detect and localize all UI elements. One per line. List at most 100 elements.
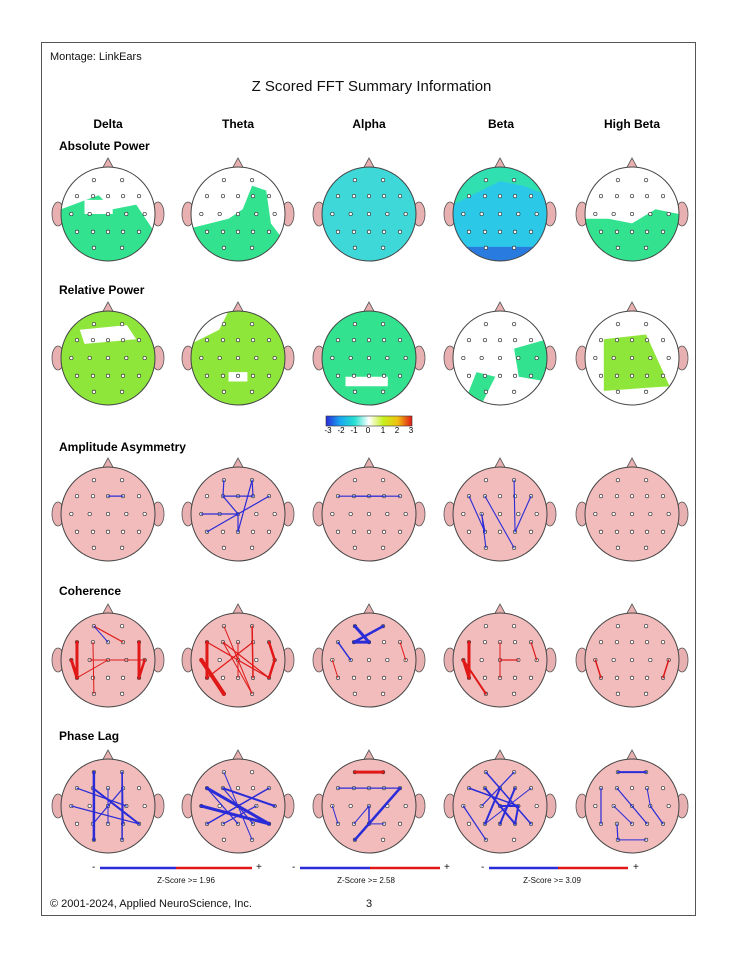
head-border xyxy=(452,612,548,708)
electrode xyxy=(204,194,210,199)
head-border xyxy=(584,466,680,562)
connection-line xyxy=(468,787,520,807)
connection-line xyxy=(616,823,619,841)
connection-line xyxy=(613,805,633,825)
electrode xyxy=(512,338,518,343)
electrode xyxy=(512,389,517,394)
electrode xyxy=(512,194,518,199)
electrode xyxy=(381,229,387,234)
electrode xyxy=(381,389,386,394)
electrode xyxy=(90,194,96,199)
electrode xyxy=(87,211,92,217)
electrode xyxy=(381,322,386,327)
band-beta: Beta xyxy=(487,117,514,131)
electrode xyxy=(615,691,620,696)
electrode xyxy=(615,478,620,483)
electrode xyxy=(352,691,357,696)
electrode xyxy=(69,511,74,517)
legend-1-minus: - xyxy=(92,862,96,873)
electrode xyxy=(74,338,80,343)
electrode xyxy=(90,529,96,534)
head-border xyxy=(452,758,548,854)
electrode xyxy=(497,229,503,234)
electrode xyxy=(120,178,125,183)
electrode xyxy=(648,511,653,517)
electrode xyxy=(466,529,472,534)
electrode xyxy=(403,211,408,217)
electrode xyxy=(217,355,222,361)
electrode xyxy=(272,355,277,361)
electrode xyxy=(221,178,226,183)
connection-line xyxy=(93,625,124,643)
electrode xyxy=(644,338,650,343)
row-coherence: Coherence xyxy=(59,584,122,598)
scalp-map xyxy=(312,603,426,708)
colorbar-tick-1: -2 xyxy=(337,426,345,435)
electrode xyxy=(235,211,241,217)
electrode xyxy=(611,657,616,663)
connection-line xyxy=(649,805,664,825)
connection-line xyxy=(662,659,670,679)
electrode xyxy=(124,211,129,217)
electrode xyxy=(250,545,255,550)
electrode xyxy=(397,194,403,199)
electrode xyxy=(250,229,256,234)
zscore-legend-2-label: Z-Score >= 2.58 xyxy=(337,876,395,885)
electrode xyxy=(254,511,259,517)
electrode xyxy=(512,837,517,842)
page-title: Z Scored FFT Summary Information xyxy=(251,78,492,95)
electrode xyxy=(512,178,517,183)
head-border xyxy=(60,466,156,562)
electrode xyxy=(482,194,488,199)
electrode xyxy=(105,529,111,534)
electrode xyxy=(629,529,635,534)
electrode xyxy=(90,675,96,680)
band-alpha: Alpha xyxy=(352,117,386,131)
electrode xyxy=(330,511,335,517)
scalp-map xyxy=(312,749,426,854)
connection-line xyxy=(199,804,271,826)
electrode xyxy=(403,803,408,809)
electrode xyxy=(497,355,503,361)
electrode xyxy=(366,373,372,378)
electrode xyxy=(204,373,210,378)
connection-line xyxy=(530,641,538,661)
electrode xyxy=(69,355,74,361)
electrode xyxy=(593,355,598,361)
electrode xyxy=(516,355,521,361)
electrode xyxy=(381,478,386,483)
legend-3-plus: + xyxy=(633,862,639,873)
electrode xyxy=(366,338,372,343)
electrode xyxy=(629,657,635,663)
electrode xyxy=(534,511,539,517)
electrode xyxy=(142,803,147,809)
zscore-legend-3-label: Z-Score >= 3.09 xyxy=(523,876,581,885)
electrode xyxy=(381,338,387,343)
connection-line xyxy=(70,805,140,825)
electrode xyxy=(666,355,671,361)
connection-line xyxy=(206,641,254,679)
electrode xyxy=(136,229,142,234)
electrode xyxy=(235,229,241,234)
electrode xyxy=(482,640,488,645)
scalp-map xyxy=(575,749,689,854)
connection-line xyxy=(646,787,651,807)
connection-line xyxy=(91,787,141,825)
scalp-map xyxy=(51,157,165,262)
connection-line xyxy=(69,658,79,680)
electrode xyxy=(611,511,616,517)
electrode xyxy=(660,338,666,343)
electrode xyxy=(482,229,488,234)
scalp-map xyxy=(443,301,557,406)
electrode xyxy=(479,355,484,361)
electrode xyxy=(352,322,357,327)
zscore-region xyxy=(191,185,285,261)
electrode xyxy=(381,837,386,842)
electrode xyxy=(644,478,649,483)
connection-line xyxy=(222,479,225,497)
connection-line xyxy=(199,658,226,696)
electrode xyxy=(385,657,390,663)
electrode xyxy=(611,211,616,217)
connection-line xyxy=(222,805,257,825)
electrode xyxy=(366,529,372,534)
